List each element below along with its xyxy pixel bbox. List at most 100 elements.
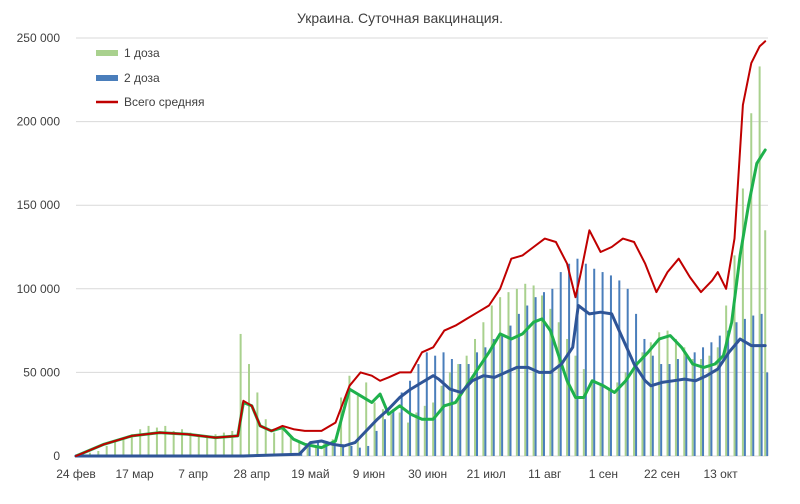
dose1-bar <box>139 429 142 456</box>
dose2-bar <box>333 442 336 456</box>
dose1-bar <box>415 412 418 456</box>
x-tick-label: 24 фев <box>56 467 96 481</box>
y-axis-tick-labels: 0 50 000 100 000 150 000 200 000 250 000 <box>17 31 61 463</box>
dose2-bar <box>392 409 395 456</box>
dose2-bar <box>316 440 319 456</box>
dose1-bar <box>273 432 276 456</box>
x-tick-label: 9 июн <box>353 467 385 481</box>
dose2-bar <box>534 297 537 456</box>
x-tick-label: 19 май <box>291 467 329 481</box>
dose1-bar <box>340 397 343 456</box>
dose1-bar <box>122 437 125 456</box>
dose2-bar <box>459 364 462 456</box>
x-tick-label: 30 июн <box>408 467 447 481</box>
dose2-bar <box>760 313 763 456</box>
x-tick-label: 7 апр <box>178 467 208 481</box>
dose2-bar <box>492 338 495 456</box>
dose1-bar <box>231 430 234 456</box>
dose1-bar <box>499 297 502 456</box>
dose1-bar <box>105 445 108 456</box>
dose1-bar <box>181 429 184 456</box>
dose2-bar <box>626 288 629 456</box>
dose1-bar <box>591 380 594 456</box>
dose2-average-line <box>74 304 767 458</box>
dose1-bar <box>649 342 652 456</box>
dose2-bar <box>727 330 730 456</box>
dose1-bar <box>248 364 250 456</box>
dose1-bars <box>80 66 767 457</box>
dose2-bar <box>676 359 679 456</box>
dose1-bar <box>758 66 761 456</box>
dose1-bar <box>189 432 192 456</box>
dose2-bar <box>593 268 596 456</box>
dose1-bar <box>97 450 100 456</box>
dose2-bar <box>702 347 705 456</box>
dose1-bar <box>574 355 577 456</box>
dose2-bar <box>542 292 545 456</box>
dose1-bar <box>474 338 477 456</box>
dose1-bar <box>147 425 150 456</box>
dose2-bar <box>501 335 504 456</box>
dose1-bar <box>448 372 451 456</box>
dose1-bar <box>440 385 443 456</box>
chart-title: Украина. Суточная вакцинация. <box>297 10 503 26</box>
x-tick-label: 17 мар <box>115 467 154 481</box>
legend-swatch-dose2 <box>96 75 118 81</box>
dose2-bar <box>643 338 646 456</box>
dose2-bar <box>325 440 328 456</box>
x-tick-label: 28 апр <box>234 467 271 481</box>
dose2-bar <box>752 315 755 456</box>
dose1-bar <box>172 430 175 456</box>
dose1-bar <box>708 355 711 456</box>
dose2-bar <box>568 263 571 456</box>
dose1-bar <box>164 425 167 456</box>
legend-label-dose1: 1 доза <box>124 46 160 60</box>
dose1-bar <box>674 338 677 456</box>
dose1-bar <box>741 188 744 457</box>
dose2-bar <box>718 335 721 456</box>
dose2-bar <box>342 444 345 456</box>
dose2-bar <box>609 275 612 456</box>
dose2-bar <box>710 342 713 456</box>
dose1-bar <box>633 362 636 456</box>
dose2-bar <box>383 419 386 456</box>
dose1-bar <box>423 405 426 456</box>
dose1-bar <box>381 409 384 456</box>
legend: 1 доза 2 доза Всего средняя <box>96 46 205 109</box>
y-tick-label: 50 000 <box>23 365 60 379</box>
dose2-bar <box>766 372 769 456</box>
legend-label-total-avg: Всего средняя <box>124 95 205 109</box>
dose1-bar <box>373 402 376 456</box>
dose1-bar <box>222 432 225 456</box>
dose2-bar <box>509 325 512 456</box>
x-tick-label: 21 июл <box>467 467 506 481</box>
dose2-bar <box>308 445 311 456</box>
dose1-bar <box>348 375 351 456</box>
dose1-bar <box>239 333 242 456</box>
dose2-bar <box>350 445 353 456</box>
x-tick-label: 13 окт <box>703 467 738 481</box>
dose1-bar <box>206 435 209 456</box>
dose1-bar <box>88 452 91 456</box>
dose1-bar <box>130 434 133 456</box>
dose2-bar <box>400 392 403 456</box>
dose1-bar <box>666 330 669 456</box>
dose1-bar <box>465 355 468 456</box>
dose1-bar <box>524 283 527 456</box>
dose1-bar <box>658 332 661 456</box>
dose1-bar <box>566 338 569 456</box>
dose2-bar <box>685 355 688 456</box>
legend-swatch-dose1 <box>96 50 118 56</box>
dose2-bar <box>660 364 663 456</box>
dose1-bar <box>365 382 368 456</box>
dose2-bar <box>467 364 470 456</box>
x-axis-tick-labels: 24 фев 17 мар 7 апр 28 апр 19 май 9 июн 30 июн… <box>56 467 738 481</box>
dose1-bar <box>733 255 736 456</box>
dose1-bar <box>155 427 158 456</box>
dose1-bar <box>725 305 728 456</box>
dose2-bar <box>735 322 738 456</box>
dose2-bar <box>635 313 638 456</box>
dose2-bar <box>484 347 487 456</box>
dose1-bar <box>390 414 393 456</box>
